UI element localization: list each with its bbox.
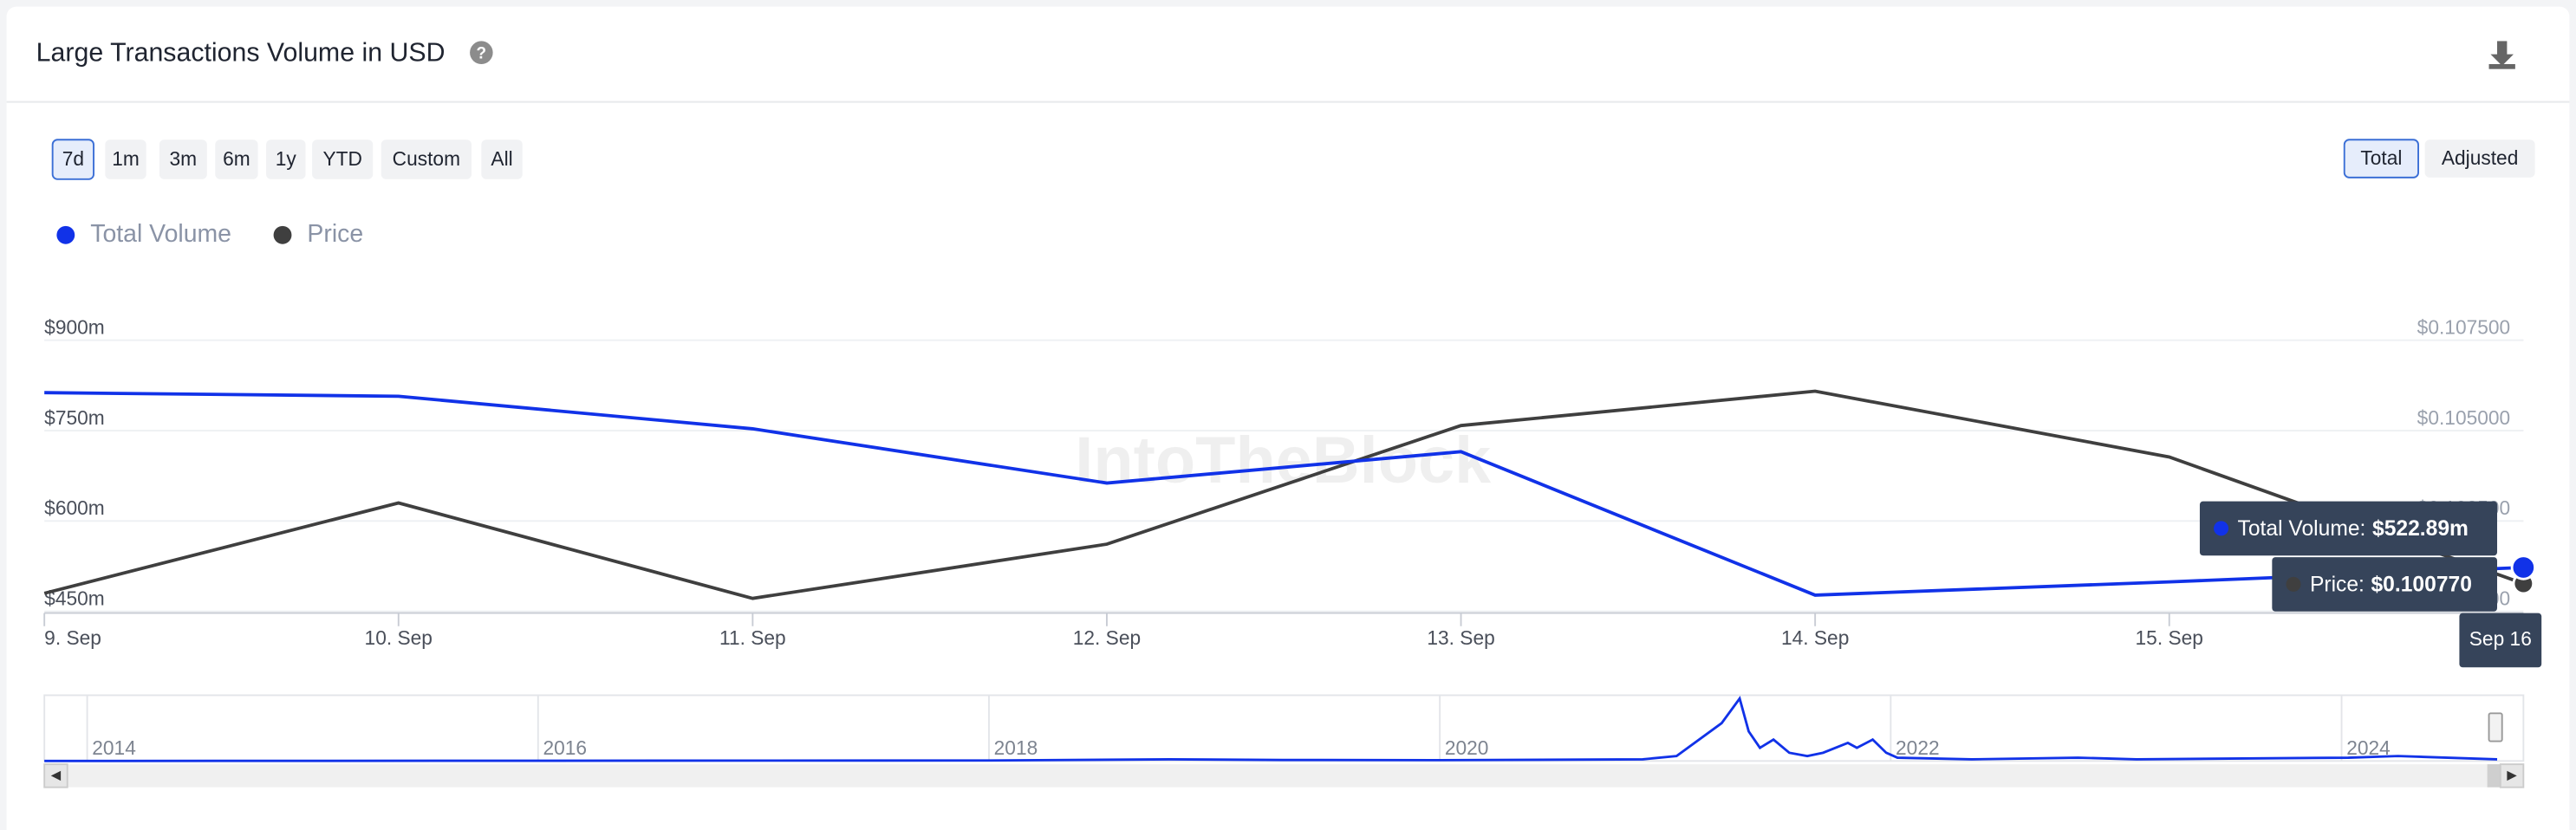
- download-icon[interactable]: [2488, 41, 2515, 69]
- range-button-label[interactable]: 1y: [276, 147, 297, 170]
- help-mark[interactable]: ?: [477, 45, 487, 63]
- range-button-label[interactable]: YTD: [322, 147, 361, 170]
- tooltip-series: Total Volume:: [2238, 516, 2366, 540]
- y2-tick-label: $0.107500: [2417, 315, 2511, 338]
- range-button[interactable]: [51, 139, 94, 180]
- navigator-line: [44, 696, 2498, 762]
- range-button-label[interactable]: Custom: [393, 147, 460, 170]
- range-button[interactable]: [312, 139, 374, 179]
- navigator-tick-label: 2018: [994, 736, 1038, 759]
- x-tick-label: 15. Sep: [2136, 626, 2203, 649]
- range-button[interactable]: [159, 139, 207, 179]
- x-tick-label: 14. Sep: [1781, 626, 1849, 649]
- mode-button-label[interactable]: Adjusted: [2442, 146, 2519, 169]
- tooltip-marker: [2214, 521, 2229, 536]
- tooltip-date-box: [2459, 613, 2542, 668]
- tooltip-value: $522.89m: [2372, 516, 2469, 540]
- tooltip-text: Total Volume: $522.89m: [2238, 516, 2469, 540]
- y-tick-label: $750m: [44, 406, 105, 429]
- range-button-label[interactable]: All: [491, 147, 512, 170]
- tooltip-series: Price:: [2310, 573, 2365, 596]
- legend-label[interactable]: Total Volume: [90, 220, 231, 248]
- navigator-frame: [43, 694, 2525, 762]
- mode-button[interactable]: [2424, 139, 2535, 178]
- x-tick-label: 13. Sep: [1427, 626, 1494, 649]
- navigator-tick-label: 2014: [92, 736, 136, 759]
- y-tick-label: $600m: [44, 496, 105, 519]
- download-arrow[interactable]: [2490, 54, 2514, 66]
- navigator-tick-label: 2020: [1445, 736, 1489, 759]
- range-button-label[interactable]: 3m: [170, 147, 198, 170]
- series-line: [43, 389, 2524, 600]
- main-chart: Total Volume PriceIntoTheBlock$450m$600m$…: [43, 220, 2542, 668]
- range-button-label[interactable]: 7d: [62, 147, 84, 170]
- y-tick-label: $900m: [44, 315, 105, 338]
- tooltip-marker: [2286, 576, 2301, 592]
- range-button[interactable]: [215, 139, 258, 179]
- legend-label[interactable]: Price: [307, 220, 363, 248]
- legend-marker[interactable]: [273, 225, 292, 244]
- navigator-tick-label: 2016: [543, 736, 587, 759]
- y2-tick-label: $0.105000: [2417, 406, 2511, 429]
- help-icon[interactable]: [470, 41, 493, 64]
- series-line: [44, 391, 2524, 597]
- range-button-label[interactable]: 6m: [223, 147, 250, 170]
- scrollbar-thumb[interactable]: [2487, 764, 2501, 788]
- range-button[interactable]: [481, 139, 523, 179]
- tooltip-value: $0.100770: [2371, 573, 2471, 596]
- title: Large Transactions Volume in USD: [36, 39, 446, 68]
- mode-button-label[interactable]: Total: [2360, 146, 2402, 169]
- range-buttons: 7d 1m 3m 6m 1y YTD Custom All Total Adjusted: [51, 139, 2535, 180]
- download-tray[interactable]: [2488, 63, 2515, 69]
- tooltip-box: [2199, 501, 2498, 556]
- legend-marker[interactable]: [56, 225, 75, 244]
- navigator-tick-label: 2022: [1896, 736, 1940, 759]
- navigator-handle[interactable]: [2488, 712, 2503, 742]
- scrollbar-right-arrow[interactable]: [2507, 770, 2517, 781]
- x-tick-label: 10. Sep: [365, 626, 433, 649]
- scrollbar-track: [44, 764, 2524, 788]
- mode-button[interactable]: [2343, 139, 2419, 178]
- tooltip-text: Price: $0.100770: [2310, 573, 2472, 596]
- tooltip-date: Sep 16: [2469, 627, 2532, 650]
- range-button-label[interactable]: 1m: [112, 147, 140, 170]
- card: [6, 6, 2570, 830]
- download-stem[interactable]: [2497, 41, 2508, 56]
- x-tick-label: 9. Sep: [44, 626, 101, 649]
- range-button[interactable]: [266, 139, 306, 179]
- navigator: 2014 2016 2018 2020 2022 2024: [43, 694, 2525, 788]
- navigator-tick-label: 2024: [2346, 736, 2391, 759]
- hover-marker: [2510, 554, 2537, 580]
- range-button[interactable]: [381, 139, 472, 179]
- tooltip-box: [2272, 557, 2498, 612]
- x-tick-label: 12. Sep: [1073, 626, 1141, 649]
- range-button[interactable]: [105, 139, 146, 179]
- scrollbar-left-arrow[interactable]: [50, 770, 62, 781]
- x-tick-label: 11. Sep: [719, 626, 786, 649]
